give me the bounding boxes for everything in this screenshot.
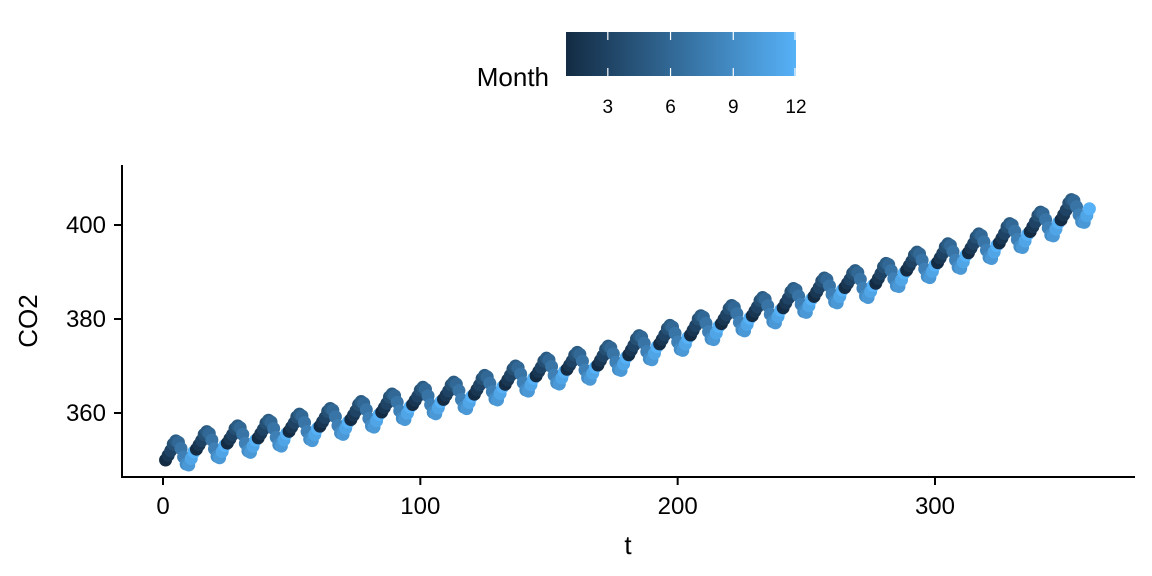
axes: 0 100 200 300 360 380 400 t CO2	[13, 165, 1135, 560]
y-tick-label: 360	[66, 400, 106, 427]
x-axis-title: t	[624, 530, 632, 560]
x-tick-label: 300	[915, 493, 955, 520]
colorbar-ticks	[607, 32, 796, 76]
colorbar-tick-label: 6	[665, 97, 676, 118]
x-tick-labels: 0 100 200 300	[156, 493, 955, 520]
colorbar	[566, 32, 796, 76]
legend: Month 3 6 9 12	[477, 32, 807, 118]
y-axis-title: CO2	[13, 294, 43, 347]
x-ticks	[162, 477, 936, 485]
legend-title: Month	[477, 62, 549, 92]
y-tick-labels: 360 380 400	[66, 212, 106, 427]
data-points	[159, 193, 1096, 472]
colorbar-tick-labels: 3 6 9 12	[603, 97, 807, 118]
colorbar-tick-label: 12	[785, 97, 806, 118]
y-ticks	[114, 224, 122, 414]
colorbar-tick-label: 9	[728, 97, 739, 118]
x-tick-label: 0	[156, 493, 169, 520]
y-tick-label: 380	[66, 306, 106, 333]
colorbar-tick-label: 3	[603, 97, 614, 118]
x-tick-label: 100	[400, 493, 440, 520]
y-tick-label: 400	[66, 212, 106, 239]
x-tick-label: 200	[658, 493, 698, 520]
data-point	[1082, 202, 1096, 216]
